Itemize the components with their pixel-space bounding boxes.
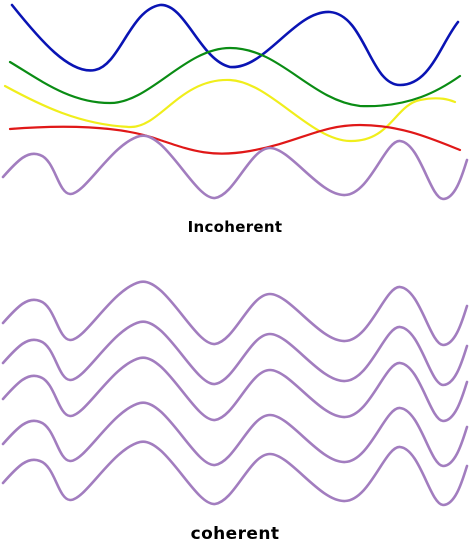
incoherent-wave-blue	[10, 3, 460, 87]
incoherent-wave-green	[8, 46, 462, 108]
incoherent-wave-red	[8, 123, 462, 155]
coherent-wave	[1, 280, 469, 347]
incoherent-label: Incoherent	[187, 218, 283, 236]
incoherent-wave-yellow	[3, 78, 457, 143]
coherent-label: coherent	[190, 524, 280, 544]
incoherent-wave-purple	[1, 134, 469, 201]
coherent-wave	[1, 401, 469, 468]
coherent-waves	[1, 280, 469, 507]
coherent-wave	[1, 440, 469, 507]
coherent-wave	[1, 356, 469, 423]
coherent-wave	[1, 320, 469, 387]
incoherent-waves	[1, 3, 469, 201]
